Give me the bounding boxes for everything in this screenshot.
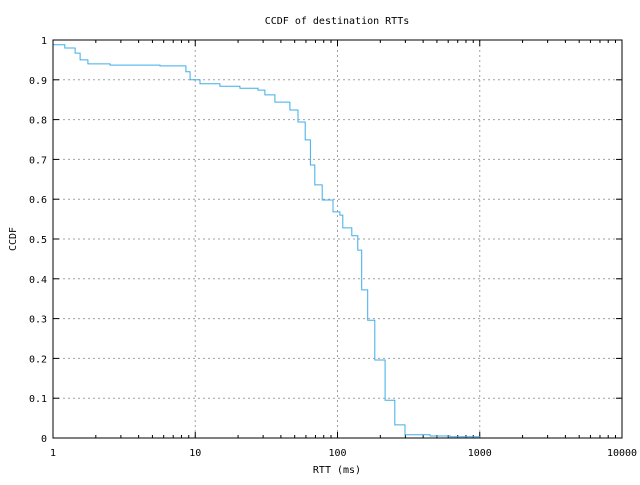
grid <box>53 40 622 438</box>
x-tick-label: 100 <box>328 448 346 459</box>
tick-labels: 0 0.1 0.2 0.3 0.4 0.5 0.6 0.7 0.8 0.9 1 1 10 100 1000 1… <box>29 36 637 459</box>
x-tick-label: 1000 <box>468 448 492 459</box>
y-tick-label: 0.7 <box>29 155 47 166</box>
y-tick-label: 0.8 <box>29 116 47 127</box>
x-axis-label: RTT (ms) <box>313 465 361 476</box>
series-line <box>53 44 481 438</box>
y-tick-label: 0 <box>41 434 47 445</box>
y-tick-label: 0.6 <box>29 195 47 206</box>
y-tick-label: 0.5 <box>29 235 47 246</box>
plot-border <box>52 39 623 439</box>
x-tick-label: 1 <box>50 448 56 459</box>
chart-title: CCDF of destination RTTs <box>265 16 410 27</box>
y-tick-label: 0.3 <box>29 315 47 326</box>
x-tick-label: 10000 <box>607 448 637 459</box>
x-tick-label: 10 <box>189 448 201 459</box>
y-tick-label: 0.9 <box>29 76 47 87</box>
y-tick-label: 0.1 <box>29 394 47 405</box>
y-tick-label: 0.4 <box>29 275 47 286</box>
y-tick-label: 1 <box>41 36 47 47</box>
y-tick-label: 0.2 <box>29 354 47 365</box>
y-axis-label: CCDF <box>8 227 19 251</box>
